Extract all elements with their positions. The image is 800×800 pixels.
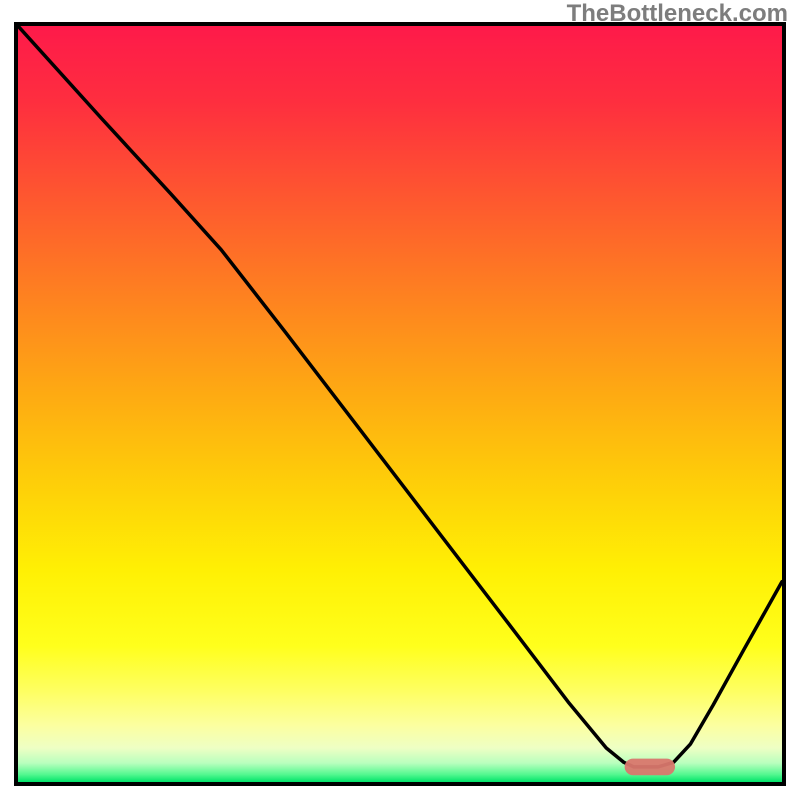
curve-path: [18, 26, 782, 767]
plot-overlay-svg: [18, 26, 782, 782]
plot-frame: [14, 22, 786, 786]
marker-bar: [625, 759, 675, 776]
canvas: TheBottleneck.com: [0, 0, 800, 800]
